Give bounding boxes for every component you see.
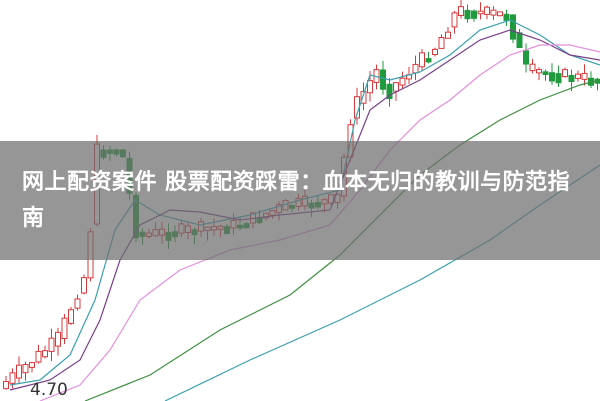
- candle-body: [74, 298, 81, 309]
- candle-body: [562, 69, 568, 78]
- candle-body: [29, 362, 35, 368]
- candle-body: [549, 72, 555, 82]
- candle-body: [536, 69, 542, 74]
- candle-body: [438, 37, 445, 49]
- article-title: 网上配资案件 股票配资踩雷：血本无归的教训与防范指南: [22, 169, 571, 231]
- candle-body: [16, 364, 22, 379]
- candle-body: [477, 10, 484, 15]
- candle-body: [516, 32, 523, 49]
- candle-body: [419, 52, 425, 68]
- candle-body: [568, 75, 575, 82]
- candle-body: [48, 337, 55, 352]
- candle-body: [425, 58, 432, 63]
- candle-body: [445, 31, 451, 39]
- candle-body: [458, 6, 464, 16]
- candle-body: [432, 48, 438, 56]
- candle-body: [451, 12, 458, 28]
- candle-body: [529, 63, 536, 72]
- candle-body: [399, 77, 406, 86]
- candle-body: [68, 309, 74, 324]
- candle-body: [523, 50, 529, 65]
- candle-body: [542, 71, 549, 76]
- candle-body: [484, 6, 490, 15]
- candle-body: [380, 69, 386, 90]
- candle-body: [503, 13, 510, 21]
- candle-body: [471, 10, 477, 19]
- candle-body: [393, 82, 399, 92]
- candle-body: [55, 331, 61, 347]
- candle-body: [575, 73, 581, 79]
- candle-body: [35, 350, 42, 363]
- candle-body: [61, 317, 68, 339]
- candle-body: [497, 11, 503, 17]
- candle-body: [367, 80, 373, 94]
- candle-body: [3, 381, 9, 390]
- candle-body: [510, 14, 516, 40]
- candle-body: [22, 364, 29, 374]
- candle-body: [81, 277, 87, 294]
- candle-body: [360, 91, 367, 104]
- candle-body: [555, 73, 562, 84]
- candle-body: [42, 350, 48, 358]
- title-banner: 网上配资案件 股票配资踩雷：血本无归的教训与防范指南: [0, 141, 600, 260]
- candle-body: [464, 9, 471, 20]
- candle-body: [490, 9, 497, 16]
- candle-body: [412, 63, 419, 74]
- candle-body: [386, 83, 393, 100]
- candle-body: [9, 372, 16, 384]
- candle-body: [581, 72, 588, 80]
- price-label: 4.70: [30, 380, 68, 400]
